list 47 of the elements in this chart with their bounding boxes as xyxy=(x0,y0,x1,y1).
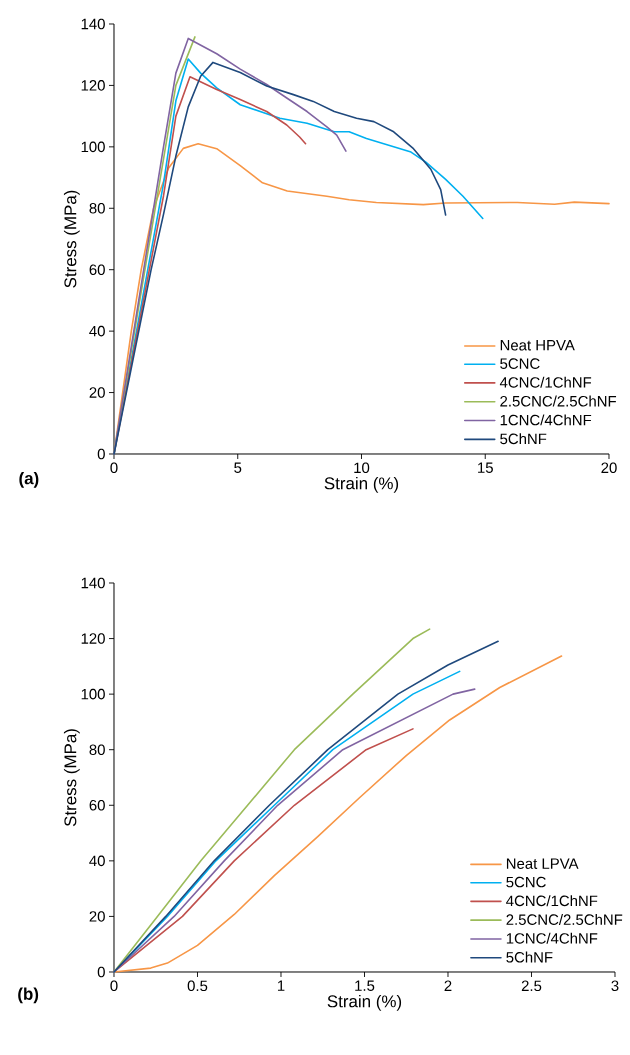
legend-label: 4CNC/1ChNF xyxy=(506,895,598,907)
legend-label: 2.5CNC/2.5ChNF xyxy=(500,395,617,407)
x-tick-label: 5 xyxy=(234,462,242,473)
y-tick-label: 60 xyxy=(89,264,105,275)
y-tick-label: 20 xyxy=(89,387,105,398)
y-tick-label: 40 xyxy=(89,325,105,337)
y-tick-label: 20 xyxy=(89,911,105,922)
x-tick-label: 3 xyxy=(611,980,619,992)
y-tick-label: 80 xyxy=(89,202,105,214)
y-tick-label: 0 xyxy=(97,966,105,978)
y-axis-title: Stress (MPa) xyxy=(63,190,80,288)
legend-label: Neat LPVA xyxy=(506,858,579,869)
text: (a) xyxy=(19,471,39,488)
x-tick-label: 10 xyxy=(354,462,370,474)
y-tick-label: 120 xyxy=(81,80,105,91)
text: (b) xyxy=(18,987,39,1004)
x-tick-label: 0 xyxy=(110,462,118,474)
legend-label: 2.5CNC/2.5ChNF xyxy=(506,913,623,925)
x-tick-label: 1.5 xyxy=(355,980,375,991)
legend-label: 5CNC xyxy=(506,876,546,888)
y-tick-label: 120 xyxy=(81,633,105,644)
y-tick-label: 40 xyxy=(89,855,105,867)
y-axis-title: Stress (MPa) xyxy=(63,729,80,827)
y-tick-label: 140 xyxy=(81,18,105,30)
y-tick-label: 0 xyxy=(97,448,105,460)
legend-label: 1CNC/4ChNF xyxy=(506,932,598,944)
y-tick-label: 100 xyxy=(81,141,105,153)
x-tick-label: 0.5 xyxy=(187,980,208,992)
x-axis-title: Strain (%) xyxy=(324,476,399,493)
legend-label: 4CNC/1ChNF xyxy=(499,376,592,388)
legend-label: Neat HPVA xyxy=(500,340,575,351)
y-tick-label: 60 xyxy=(89,799,105,811)
x-tick-label: 0 xyxy=(110,980,118,992)
x-tick-label: 1 xyxy=(277,980,285,991)
x-tick-label: 20 xyxy=(601,462,617,474)
x-tick-label: 2 xyxy=(444,980,452,991)
x-axis-title: Strain (%) xyxy=(327,994,402,1011)
y-tick-label: 100 xyxy=(81,688,105,700)
legend-label: 1CNC/4ChNF xyxy=(500,414,592,426)
line-series xyxy=(113,640,499,973)
x-tick-label: 15 xyxy=(478,462,493,473)
y-tick-label: 140 xyxy=(81,577,105,589)
x-tick-label: 2.5 xyxy=(521,980,542,992)
legend-label: 5ChNF xyxy=(506,951,553,963)
legend-label: 5CNC xyxy=(500,358,540,369)
y-tick-label: 80 xyxy=(89,744,105,755)
legend-label: 5ChNF xyxy=(500,433,547,445)
